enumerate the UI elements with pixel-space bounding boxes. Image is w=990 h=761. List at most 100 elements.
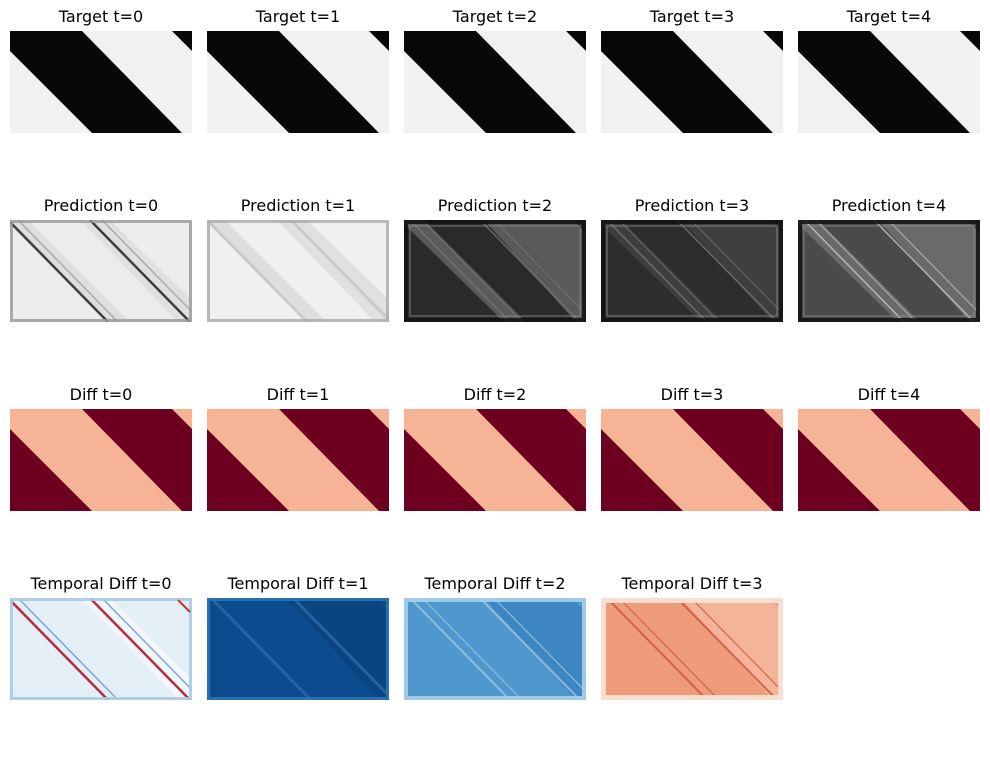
border-artifact bbox=[404, 598, 586, 700]
diagonal-artifact bbox=[606, 598, 708, 700]
soft-band bbox=[681, 220, 783, 322]
temporal-panel-t1: Temporal Diff t=1 bbox=[207, 574, 389, 700]
light-corner bbox=[960, 409, 980, 429]
target-image bbox=[10, 31, 192, 133]
target-panel-t4: Target t=4 bbox=[798, 7, 980, 133]
panel-title: Temporal Diff t=2 bbox=[424, 574, 566, 593]
border-artifact bbox=[798, 220, 980, 322]
prediction-panel-t4: Prediction t=4 bbox=[798, 196, 980, 322]
panel-title: Target t=1 bbox=[255, 7, 341, 26]
prediction-image bbox=[207, 220, 389, 322]
diagonal-artifact bbox=[421, 220, 523, 322]
diagonal-artifact bbox=[101, 598, 192, 691]
target-panel-t2: Target t=2 bbox=[404, 7, 586, 133]
diagonal-artifact bbox=[421, 598, 523, 700]
diagonal-artifact bbox=[409, 220, 511, 322]
border-artifact bbox=[10, 220, 192, 322]
panel-title: Prediction t=2 bbox=[437, 196, 553, 215]
diagonal-artifact bbox=[409, 598, 511, 700]
border-artifact bbox=[601, 598, 783, 700]
diagonal-artifact bbox=[17, 220, 119, 322]
soft-band bbox=[484, 220, 586, 322]
inner-border bbox=[409, 225, 581, 317]
light-stripe bbox=[10, 409, 182, 511]
target-panel-t3: Target t=3 bbox=[601, 7, 783, 133]
target-image bbox=[404, 31, 586, 133]
diagonal-artifact bbox=[493, 598, 586, 693]
diagonal-artifact bbox=[676, 598, 778, 700]
border-artifact bbox=[207, 598, 389, 700]
diagonal-artifact bbox=[17, 598, 119, 700]
dark-corner bbox=[172, 31, 192, 51]
dark-corner bbox=[763, 31, 783, 51]
diff-image bbox=[10, 409, 192, 511]
dark-stripe bbox=[798, 31, 970, 133]
soft-band bbox=[484, 598, 586, 700]
diagonal-artifact bbox=[493, 220, 586, 315]
light-corner bbox=[369, 409, 389, 429]
temporal-image bbox=[601, 598, 783, 700]
border-artifact bbox=[601, 220, 783, 322]
diff-image bbox=[601, 409, 783, 511]
prediction-panel-t0: Prediction t=0 bbox=[10, 196, 192, 322]
border-artifact bbox=[404, 220, 586, 322]
dark-corner bbox=[960, 31, 980, 51]
prediction-image bbox=[10, 220, 192, 322]
panel-title: Target t=4 bbox=[846, 7, 932, 26]
soft-band bbox=[878, 220, 980, 322]
diagonal-artifact bbox=[10, 598, 109, 700]
panel-title: Diff t=3 bbox=[660, 385, 724, 404]
diagonal-artifact bbox=[479, 598, 581, 700]
soft-band bbox=[681, 598, 783, 700]
diagonal-artifact bbox=[479, 220, 581, 322]
target-panel-t1: Target t=1 bbox=[207, 7, 389, 133]
dark-stripe bbox=[207, 31, 379, 133]
panel-title: Target t=2 bbox=[452, 7, 538, 26]
temporal-panel-t0: Temporal Diff t=0 bbox=[10, 574, 192, 700]
border-artifact bbox=[10, 598, 192, 700]
panel-title: Diff t=2 bbox=[463, 385, 527, 404]
panel-title: Prediction t=4 bbox=[831, 196, 947, 215]
diagonal-artifact bbox=[207, 220, 309, 322]
soft-band bbox=[207, 220, 327, 322]
prediction-image bbox=[798, 220, 980, 322]
diff-panel-t2: Diff t=2 bbox=[404, 385, 586, 511]
prediction-panel-t2: Prediction t=2 bbox=[404, 196, 586, 322]
corner-artifact bbox=[177, 599, 191, 613]
panel-title: Diff t=1 bbox=[266, 385, 330, 404]
soft-band bbox=[287, 598, 389, 700]
panel-title: Diff t=0 bbox=[69, 385, 133, 404]
diagonal-artifact bbox=[606, 220, 708, 322]
prediction-image bbox=[404, 220, 586, 322]
diagonal-artifact bbox=[291, 598, 389, 699]
border-artifact bbox=[207, 220, 389, 322]
inner-border bbox=[803, 225, 975, 317]
temporal-image bbox=[207, 598, 389, 700]
panel-title: Target t=0 bbox=[58, 7, 144, 26]
diagonal-artifact bbox=[618, 220, 720, 322]
temporal-panel-t2: Temporal Diff t=2 bbox=[404, 574, 586, 700]
target-image bbox=[207, 31, 389, 133]
diff-image bbox=[404, 409, 586, 511]
diagonal-artifact bbox=[873, 220, 975, 322]
panel-title: Prediction t=0 bbox=[43, 196, 159, 215]
diff-image bbox=[207, 409, 389, 511]
panel-title: Temporal Diff t=0 bbox=[30, 574, 172, 593]
panel-title: Target t=3 bbox=[649, 7, 735, 26]
light-corner bbox=[763, 409, 783, 429]
diagonal-artifact bbox=[209, 598, 313, 700]
diagonal-artifact bbox=[289, 220, 389, 322]
diff-panel-t4: Diff t=4 bbox=[798, 385, 980, 511]
diagonal-artifact bbox=[690, 220, 783, 315]
dark-stripe bbox=[404, 31, 576, 133]
diagonal-artifact bbox=[101, 220, 192, 313]
diff-panel-t3: Diff t=3 bbox=[601, 385, 783, 511]
target-image bbox=[798, 31, 980, 133]
light-corner bbox=[172, 409, 192, 429]
light-stripe bbox=[207, 409, 379, 511]
diagonal-artifact bbox=[887, 220, 980, 315]
diff-panel-t1: Diff t=1 bbox=[207, 385, 389, 511]
prediction-panel-t1: Prediction t=1 bbox=[207, 196, 389, 322]
soft-band bbox=[277, 220, 389, 322]
diagonal-artifact bbox=[10, 220, 109, 322]
